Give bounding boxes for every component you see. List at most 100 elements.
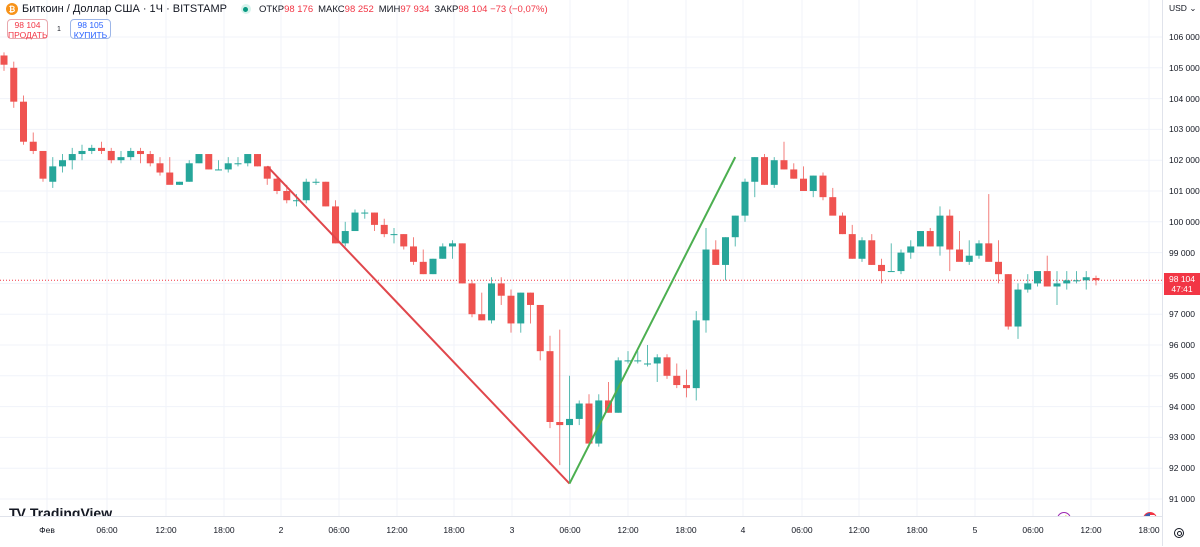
candle [507, 295, 515, 324]
candle [556, 422, 564, 426]
chart-pane[interactable]: ₿ Биткоин / Доллар США · 1Ч · BITSTAMP О… [0, 0, 1162, 526]
candle [137, 150, 144, 155]
candle [10, 67, 18, 102]
candle [429, 258, 437, 275]
candle [644, 363, 651, 365]
candle [741, 181, 749, 216]
candle [234, 163, 242, 165]
candle [536, 304, 544, 352]
candle [995, 261, 1002, 275]
candle [1053, 283, 1061, 287]
candle [731, 215, 739, 238]
price-tick: 102 000 [1169, 155, 1200, 166]
candle [1073, 280, 1080, 282]
candle [956, 249, 963, 262]
candle [692, 320, 700, 389]
candle [878, 264, 885, 272]
candle [293, 200, 300, 202]
candle [312, 181, 320, 183]
candle [1004, 274, 1012, 327]
time-tick: 06:00 [559, 525, 581, 535]
candle [712, 249, 720, 265]
bitcoin-icon: ₿ [6, 3, 18, 15]
time-tick: 06:00 [1022, 525, 1044, 535]
time-tick: 12:00 [386, 525, 408, 535]
candle [439, 246, 447, 259]
candle [302, 181, 310, 201]
price-axis[interactable]: USD ⌄ 106 000 105 000 104 000 103 000 102 00… [1162, 0, 1200, 546]
time-tick: Фев [39, 525, 55, 535]
candle [185, 163, 193, 182]
candle [517, 292, 525, 324]
candle [1034, 271, 1041, 284]
price-tick: 93 000 [1169, 432, 1195, 443]
buy-button[interactable]: 98 105 КУПИТЬ [70, 19, 111, 40]
candle [624, 360, 632, 362]
candle [926, 231, 934, 247]
price-tick: 94 000 [1169, 401, 1195, 412]
candle [449, 243, 456, 247]
candle [224, 163, 232, 170]
market-open-icon[interactable] [240, 4, 251, 14]
candle [839, 215, 846, 235]
candle [488, 283, 495, 321]
candle [770, 160, 778, 185]
candle [283, 191, 291, 201]
time-tick: 4 [740, 525, 746, 535]
candle [907, 246, 915, 253]
last-price-label: 98 104 47:41 [1164, 273, 1200, 296]
candle [761, 157, 768, 185]
candle [829, 197, 837, 216]
candle [351, 212, 359, 232]
symbol-title[interactable]: Биткоин / Доллар США · 1Ч · BITSTAMP [22, 3, 227, 15]
candle [117, 157, 125, 161]
price-tick: 92 000 [1169, 463, 1195, 474]
price-tick: 103 000 [1169, 124, 1200, 135]
candle [410, 246, 417, 262]
candlestick-chart[interactable] [0, 0, 1162, 516]
settings-gear-icon[interactable] [1174, 528, 1184, 538]
time-tick: 18:00 [1138, 525, 1160, 535]
price-tick: 101 000 [1169, 186, 1200, 196]
time-tick: 5 [972, 525, 978, 535]
candle [78, 150, 86, 155]
trend-line [266, 165, 571, 485]
candle [897, 252, 905, 272]
candle [244, 154, 252, 164]
time-tick: 06:00 [328, 525, 350, 535]
candle [848, 234, 856, 259]
candle [390, 234, 398, 236]
candle [546, 351, 554, 422]
sell-button[interactable]: 98 104 ПРОДАТЬ [7, 19, 48, 40]
candle [98, 147, 105, 151]
time-tick: 12:00 [155, 525, 177, 535]
candle [858, 240, 866, 259]
candle [166, 172, 174, 185]
time-tick: 18:00 [443, 525, 465, 535]
candle [527, 292, 534, 305]
candle [1024, 283, 1032, 290]
time-axis[interactable]: Фев 06:00 12:00 18:00 2 06:00 12:00 18:00 3 06:00… [0, 516, 1162, 547]
candle [575, 403, 583, 419]
candle [595, 400, 603, 444]
candle [371, 212, 378, 225]
candle [419, 261, 427, 275]
candle [341, 231, 349, 244]
candle [400, 234, 408, 247]
ohlc-change: −73 (−0,07%) [490, 3, 548, 15]
candle [663, 357, 671, 376]
candle [497, 283, 505, 296]
candle [127, 150, 135, 158]
candle [985, 243, 993, 262]
candle [273, 178, 281, 191]
candle [936, 215, 944, 247]
candle [176, 181, 183, 185]
candle [380, 224, 388, 235]
time-tick: 06:00 [96, 525, 118, 535]
currency-selector[interactable]: USD ⌄ [1169, 3, 1197, 13]
candle [975, 243, 983, 256]
candle [195, 154, 203, 164]
spread-value: 1 [57, 25, 61, 33]
time-tick: 18:00 [906, 525, 928, 535]
candle [1063, 280, 1071, 284]
